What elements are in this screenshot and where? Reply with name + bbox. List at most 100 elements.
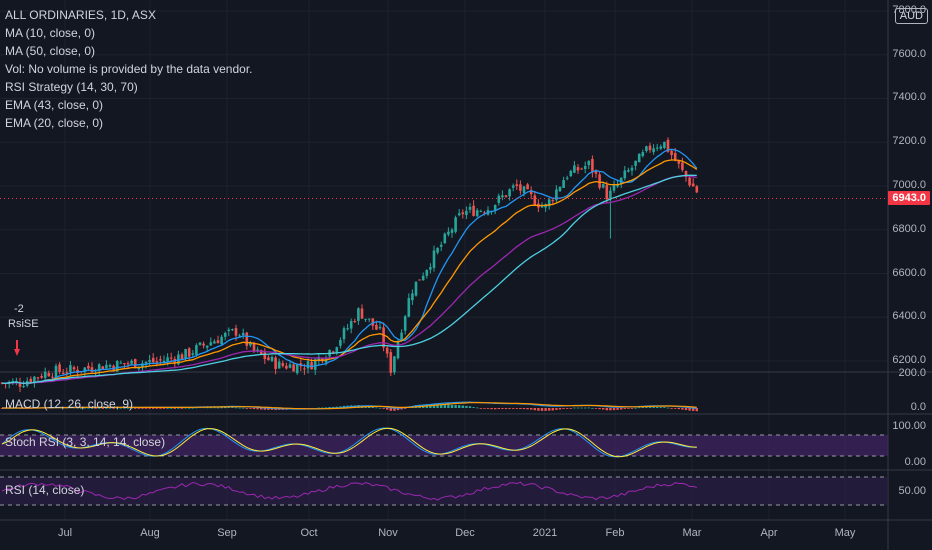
macd-histogram-bar: [450, 404, 454, 408]
candle-body: [411, 293, 414, 301]
candle-body: [684, 171, 688, 178]
ma10-line: [1, 148, 698, 384]
macd-label: MACD (12, 26, close, 9): [5, 397, 134, 411]
macd-histogram-bar: [688, 408, 691, 411]
candle-body: [375, 324, 378, 330]
candle-body: [627, 170, 630, 172]
candle-body: [598, 174, 601, 188]
candle-body: [151, 357, 155, 363]
candle-body: [216, 340, 220, 344]
candle-body: [295, 363, 299, 374]
stoch-k-line: [1, 427, 697, 458]
macd-histogram-bar: [562, 408, 565, 409]
candle-body: [65, 372, 69, 374]
last-price-tag: 6943.0: [888, 191, 930, 205]
candle-body: [144, 361, 148, 364]
macd-histogram-bar: [634, 407, 637, 409]
currency-button[interactable]: AUD: [894, 8, 928, 24]
candle-body: [281, 363, 285, 366]
macd-histogram-bar: [555, 408, 558, 410]
macd-histogram-bar: [494, 408, 497, 410]
macd-histogram-bar: [378, 407, 382, 409]
candle-body: [353, 321, 357, 323]
macd-histogram-bar: [105, 407, 108, 409]
macd-histogram-bar: [544, 408, 547, 411]
macd-histogram-bar: [386, 408, 389, 410]
rsi-line: [1, 481, 697, 501]
stoch-rsi-label: Stoch RSI (3, 3, 14, 14, close): [5, 435, 166, 449]
legend-title: ALL ORDINARIES, 1D, ASX: [5, 8, 156, 22]
macd-histogram-bar: [612, 408, 616, 411]
macd-histogram-bar: [231, 407, 234, 408]
candle-body: [342, 328, 346, 340]
candle-body: [317, 357, 321, 361]
candle-body: [367, 318, 371, 320]
macd-histogram-bar: [573, 407, 576, 409]
price-tick-label: 6800.0: [892, 222, 926, 235]
candle-body: [166, 357, 169, 362]
macd-histogram-bar: [479, 408, 482, 409]
macd-histogram-bar: [112, 408, 115, 409]
macd-histogram-bar: [90, 407, 94, 409]
candle-body: [587, 160, 591, 166]
candle-body: [277, 361, 281, 369]
candle-body: [227, 329, 231, 331]
candle-body: [558, 186, 562, 192]
candle-body: [252, 342, 256, 351]
macd-histogram-bar: [191, 407, 194, 409]
macd-histogram-bar: [519, 408, 522, 410]
macd-histogram-bar: [533, 408, 536, 411]
macd-histogram-bar: [263, 408, 266, 410]
macd-histogram-bar: [249, 408, 252, 409]
price-tick-label: 6200.0: [892, 354, 926, 367]
candle-body: [436, 247, 439, 253]
candle-body: [421, 275, 425, 281]
candle-body: [72, 367, 76, 370]
macd-histogram-bar: [400, 408, 403, 410]
candle-body: [87, 365, 90, 369]
macd-histogram-bar: [558, 408, 562, 410]
candle-body: [407, 298, 411, 317]
macd-histogram-bar: [627, 408, 630, 409]
candle-body: [619, 177, 623, 184]
candle-body: [213, 341, 216, 344]
candle-body: [454, 217, 457, 232]
macd-histogram-bar: [663, 407, 666, 408]
macd-histogram-bar: [177, 407, 180, 409]
time-tick-label: Aug: [140, 527, 160, 539]
candle-body: [51, 376, 54, 378]
candle-body: [439, 244, 443, 247]
candle-body: [90, 367, 94, 372]
candle-body: [108, 365, 112, 367]
macd-histogram-bar: [490, 408, 493, 410]
macd-histogram-bar: [587, 407, 590, 409]
candle-body: [389, 352, 393, 373]
macd-histogram-bar: [116, 407, 119, 409]
pane-tick-label: 50.00: [898, 485, 926, 497]
macd-histogram-bar: [472, 407, 475, 408]
macd-histogram-bar: [180, 408, 184, 409]
macd-histogram-bar: [206, 407, 209, 409]
macd-histogram-bar: [224, 407, 227, 409]
candle-body: [630, 167, 634, 171]
candle-body: [36, 377, 40, 379]
macd-histogram-bar: [584, 407, 587, 409]
candle-body: [285, 365, 288, 369]
candle-body: [184, 349, 187, 360]
candle-body: [267, 357, 270, 361]
pane-tick-label: 0.0: [910, 401, 926, 413]
macd-histogram-bar: [173, 408, 176, 409]
candle-body: [256, 349, 259, 351]
macd-histogram-bar: [515, 408, 518, 409]
candle-body: [555, 189, 558, 201]
candle-body: [663, 141, 666, 149]
candle-body: [18, 382, 22, 387]
candle-body: [479, 210, 483, 212]
candle-body: [22, 385, 25, 387]
macd-histogram-bar: [659, 407, 662, 408]
macd-histogram-bar: [375, 407, 378, 409]
candle-body: [303, 368, 306, 370]
macd-histogram-bar: [501, 408, 504, 409]
rsi-band: [0, 477, 888, 505]
